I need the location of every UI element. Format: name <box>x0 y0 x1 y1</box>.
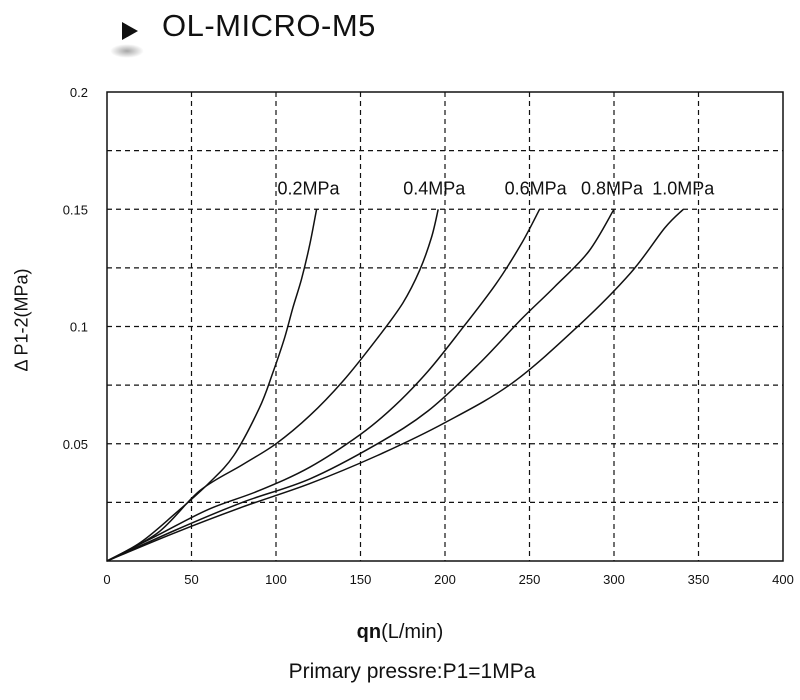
y-tick-label: 0.2 <box>70 85 88 100</box>
x-axis-label: qn(L/min) <box>0 621 800 644</box>
tick-labels: 0 50 100 150 200 250 300 350 400 0.05 0.1 0.15 0.2 <box>63 85 794 587</box>
series-line-0-4mpa <box>106 209 439 562</box>
plot-frame <box>106 91 784 562</box>
x-tick-label: 150 <box>350 572 372 587</box>
chart-title: OL-MICRO-M5 <box>162 8 376 43</box>
series-line-0-2mpa <box>106 209 318 562</box>
x-tick-label: 350 <box>688 572 710 587</box>
series-label: 0.2MPa <box>278 178 341 198</box>
x-tick-label: 250 <box>519 572 541 587</box>
series-line-1-0mpa <box>106 208 684 562</box>
series-labels: 0.2MPa 0.4MPa 0.6MPa 0.8MPa 1.0MPa <box>278 178 716 198</box>
y-tick-label: 0.15 <box>63 202 88 217</box>
x-tick-label: 400 <box>772 572 794 587</box>
play-triangle-icon <box>122 22 138 40</box>
x-tick-label: 300 <box>603 572 625 587</box>
x-tick-label: 0 <box>103 572 110 587</box>
x-tick-label: 200 <box>434 572 456 587</box>
series-label: 0.4MPa <box>403 178 466 198</box>
series-label: 1.0MPa <box>652 178 715 198</box>
grid-lines <box>107 92 783 561</box>
series-label: 0.6MPa <box>505 178 568 198</box>
y-tick-label: 0.05 <box>63 437 88 452</box>
x-axis-label-unit: (L/min) <box>381 621 444 643</box>
series-line-0-6mpa <box>106 208 541 562</box>
x-tick-label: 50 <box>184 572 198 587</box>
series-line-0-8mpa <box>106 208 615 562</box>
y-tick-label: 0.1 <box>70 320 88 335</box>
x-tick-label: 100 <box>265 572 287 587</box>
title-shadow <box>110 44 144 58</box>
primary-pressure-note: Primary pressre:P1=1MPa <box>288 660 536 683</box>
y-axis-label: Δ P1-2(MPa) <box>11 268 32 372</box>
series-lines <box>106 208 684 562</box>
series-label: 0.8MPa <box>581 178 644 198</box>
x-axis-label-symbol: qn <box>356 621 382 643</box>
